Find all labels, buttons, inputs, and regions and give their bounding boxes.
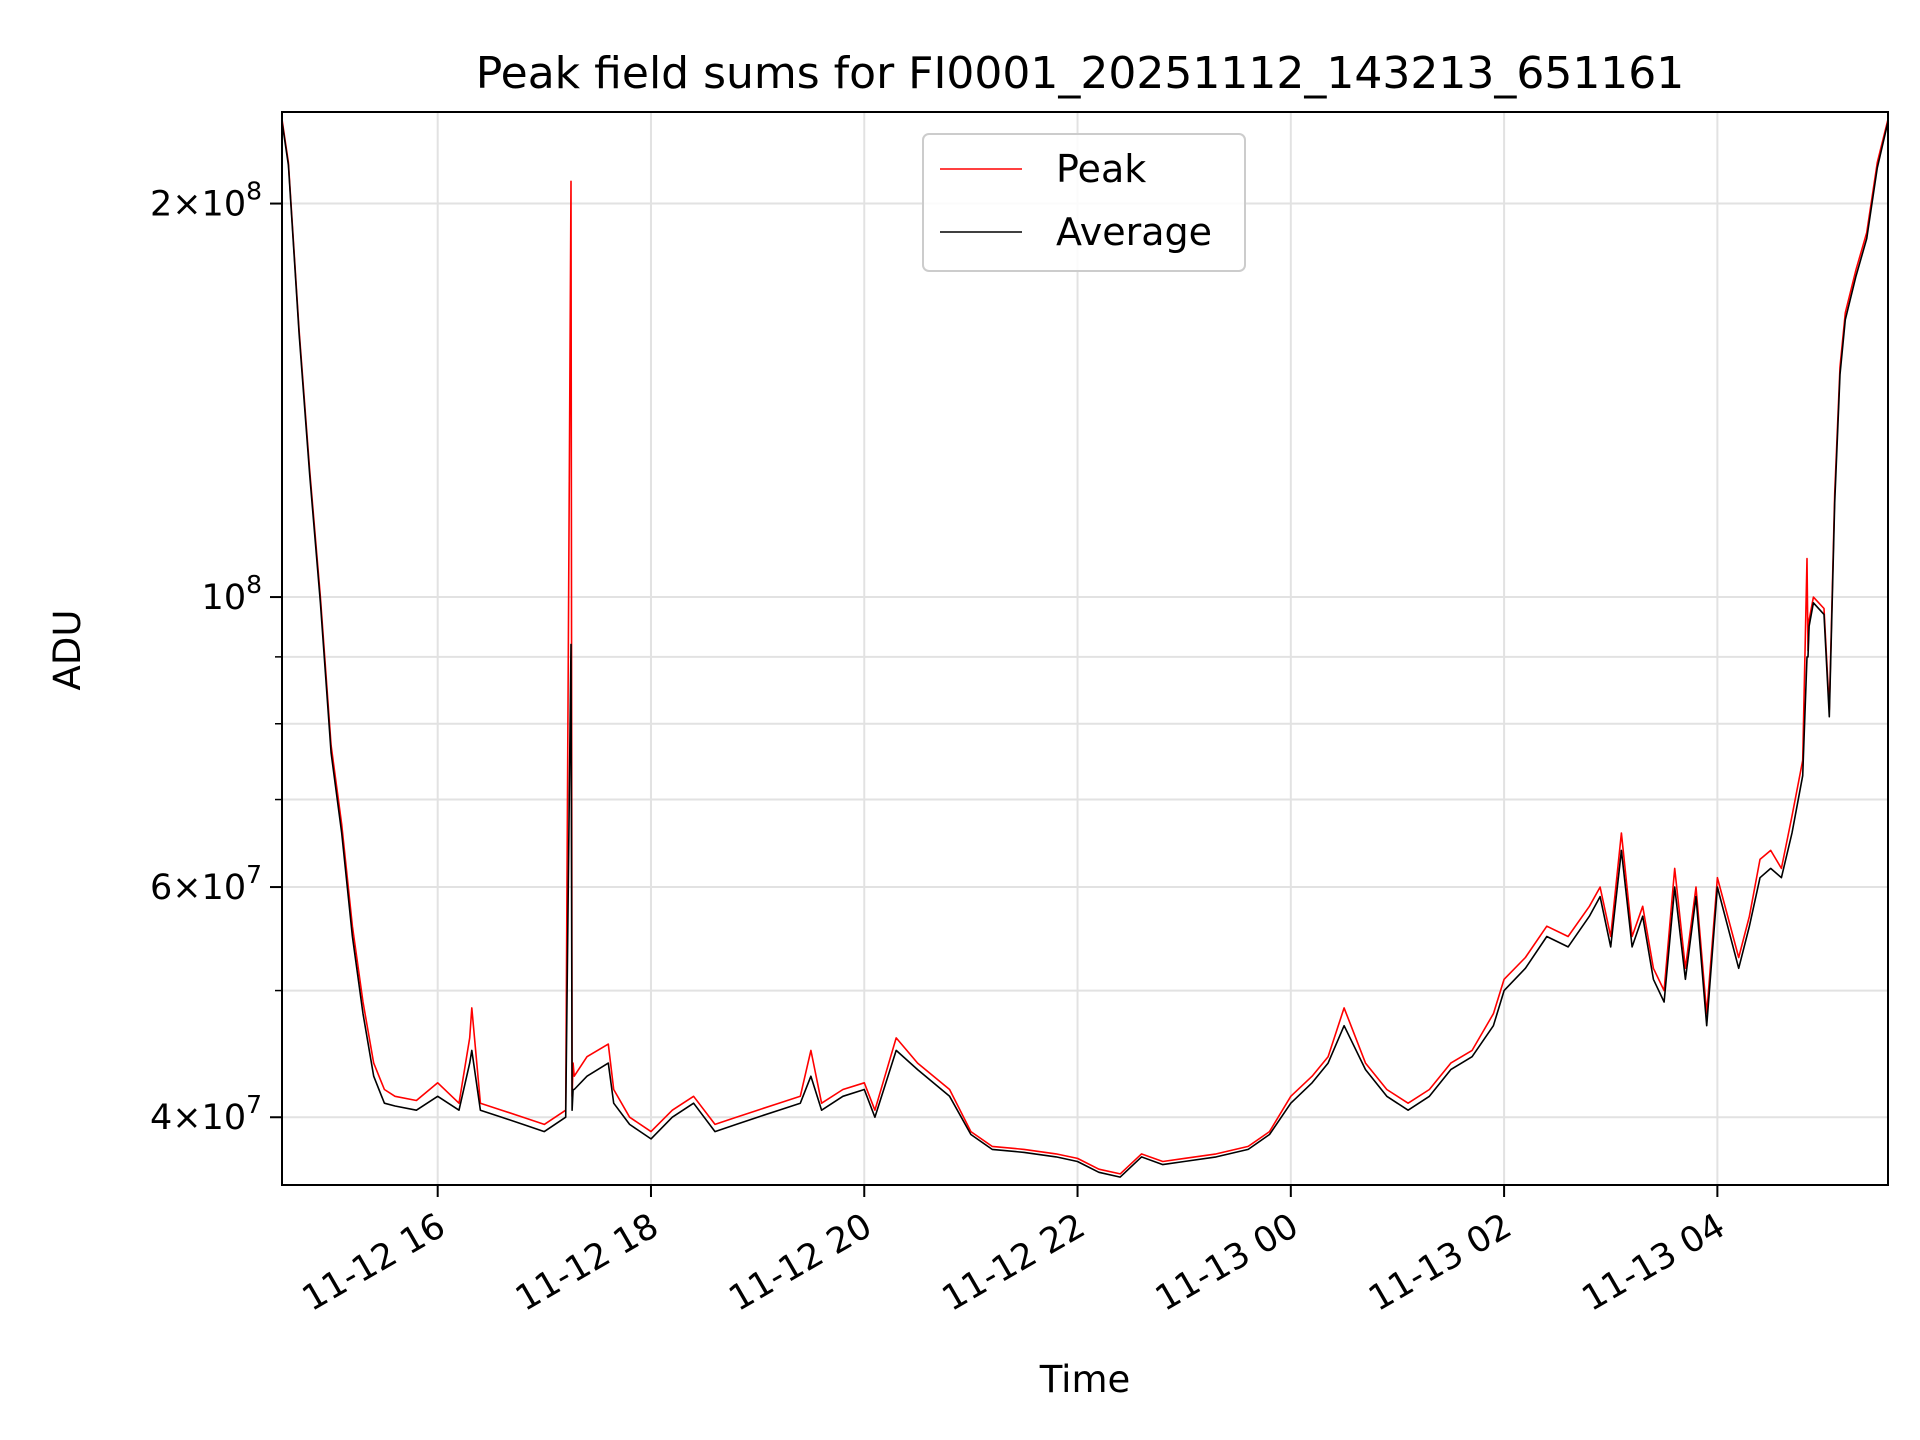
y-tick-label: 4×107	[150, 1090, 262, 1138]
y-tick-label: 2×108	[150, 177, 262, 225]
y-tick-label: 108	[202, 570, 262, 618]
x-axis-label: Time	[1039, 1358, 1131, 1401]
series-line-average	[281, 121, 1889, 1178]
series-line-peak	[281, 119, 1889, 1175]
chart-title: Peak field sums for FI0001_20251112_1432…	[476, 48, 1685, 99]
plot-area-frame	[281, 111, 1889, 1186]
y-axis: 4×107 6×107 108 2×108	[150, 177, 282, 1138]
legend-label-peak: Peak	[1056, 147, 1146, 191]
legend: Peak Average	[922, 133, 1246, 272]
plot-series	[281, 119, 1889, 1178]
y-tick-label: 6×107	[150, 860, 262, 908]
legend-label-average: Average	[1056, 210, 1212, 254]
y-axis-label: ADU	[46, 610, 89, 691]
